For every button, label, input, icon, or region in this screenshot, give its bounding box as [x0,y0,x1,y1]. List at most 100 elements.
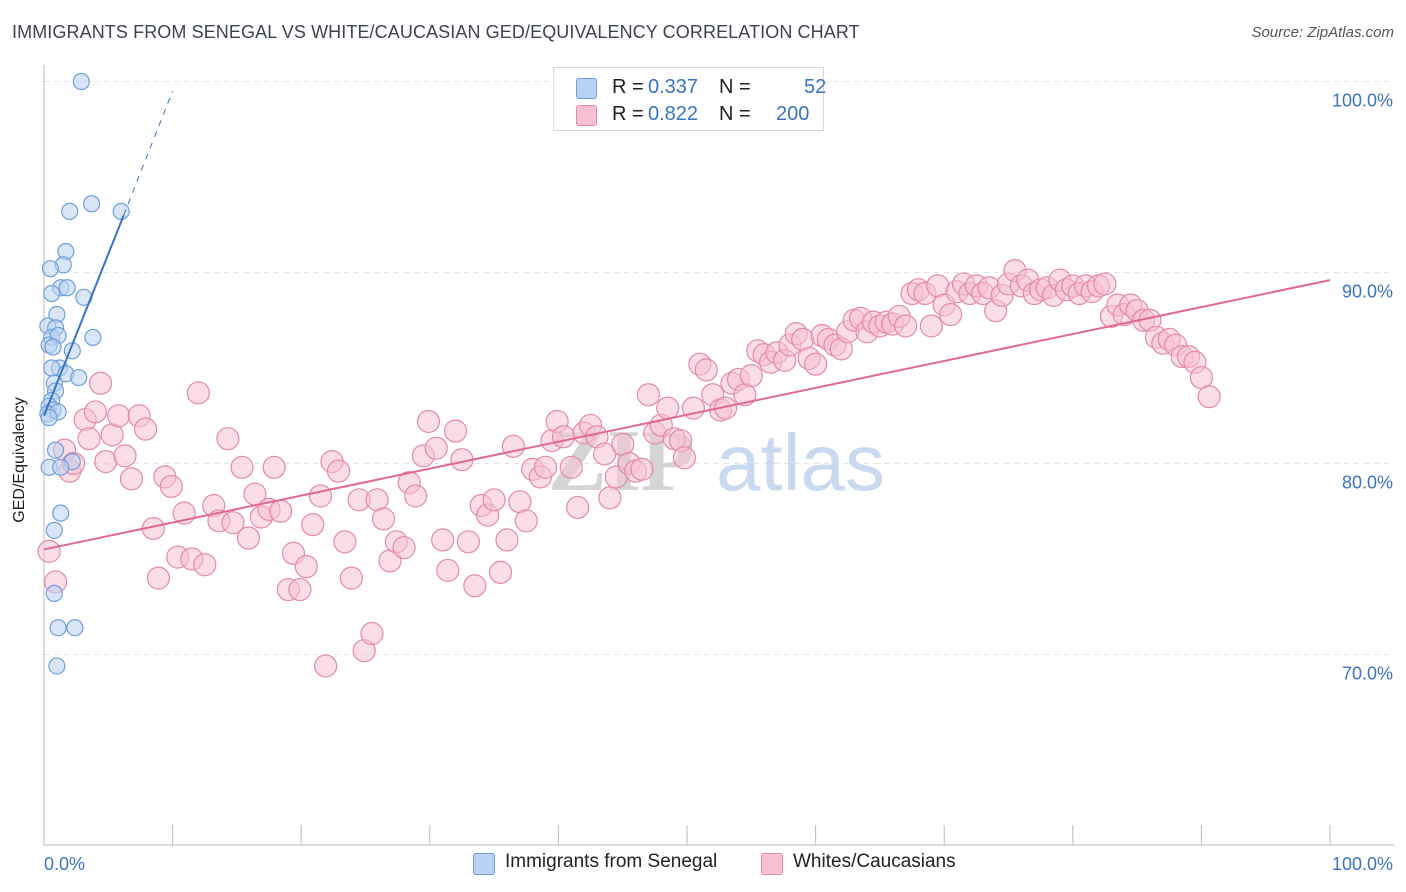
axes [43,65,1394,846]
whites-caucasians-point [371,507,396,531]
legend-n-value: 200 [776,103,810,125]
whites-caucasians-point [482,488,506,512]
x-tick-label-max: 100.0% [1332,854,1393,874]
whites-caucasians-point [1093,272,1117,296]
whites-caucasians-point [514,509,538,533]
whites-caucasians-point [186,381,210,405]
whites-caucasians-point [133,417,158,441]
whites-caucasians-point [533,455,558,479]
senegal-point [112,202,130,220]
senegal-point [45,521,63,539]
senegal-point [66,619,84,637]
whites-caucasians-point [88,371,113,395]
whites-trend-line [43,279,1331,551]
senegal-point [41,260,60,278]
whites-caucasians-point [221,511,245,535]
senegal-point [52,458,70,476]
whites-caucasians-point [113,444,137,468]
senegal-point [82,195,101,213]
whites-caucasians-point [488,560,513,584]
whites-caucasians-point [443,419,468,443]
whites-caucasians-point [146,566,171,590]
whites-caucasians-point [269,499,293,523]
whites-caucasians-point [119,467,144,491]
y-tick-label: 70.0% [1342,664,1393,684]
bottom-legend-swatch-whites [761,853,783,875]
whites-caucasians-point [294,555,318,579]
whites-caucasians-point [919,314,943,338]
whites-caucasians-point [159,474,183,499]
legend-r-value: 0.337 [648,76,699,98]
whites-caucasians-point [262,455,286,479]
y-tick-label: 90.0% [1342,282,1393,302]
whites-caucasians-point [314,654,338,678]
legend-n-value: 52 [804,76,827,98]
whites-caucasians-points [37,258,1221,678]
whites-caucasians-point [360,621,384,646]
whites-caucasians-point [230,455,254,479]
legend-r-label: R = [612,76,644,98]
whites-caucasians-point [939,302,963,327]
source-label: Source: ZipAtlas.com [1251,24,1394,41]
whites-caucasians-point [77,427,101,451]
whites-caucasians-point [672,446,697,470]
senegal-trend-extension [123,90,174,216]
senegal-point [45,584,63,602]
senegal-point [61,202,79,220]
trend-lines [43,90,1331,551]
correlation-legend: R = 0.337 N = 52 R = 0.822 N = 200 [553,67,827,131]
whites-caucasians-point [404,484,428,508]
bottom-legend-swatch-senegal [473,853,495,875]
senegal-point [52,504,70,522]
whites-caucasians-point [598,486,622,510]
whites-caucasians-point [559,455,583,479]
whites-caucasians-point [94,449,118,474]
senegal-point [72,72,90,91]
whites-caucasians-point [456,530,480,554]
legend-r-value: 0.822 [648,103,699,125]
whites-caucasians-point [392,535,416,560]
whites-caucasians-point [656,396,680,420]
senegal-point [40,409,58,427]
whites-caucasians-point [333,530,357,554]
whites-caucasians-point [308,484,333,508]
legend-n-label: N = [719,103,751,125]
whites-caucasians-point [216,427,240,451]
whites-caucasians-point [416,409,441,434]
whites-caucasians-point [1197,385,1221,409]
whites-caucasians-point [803,352,828,376]
legend-n-label: N = [719,76,751,98]
whites-caucasians-point [894,314,918,338]
whites-caucasians-point [106,404,131,428]
y-tick-label: 100.0% [1332,91,1393,111]
x-tick-label-min: 0.0% [44,854,85,874]
whites-caucasians-point [431,528,455,552]
senegal-point [43,284,61,303]
senegal-point [49,619,67,637]
whites-caucasians-point [301,513,325,537]
whites-caucasians-point [630,457,654,481]
legend-swatch-whites [576,105,597,126]
whites-caucasians-point [288,577,312,602]
whites-caucasians-point [739,364,763,388]
senegal-trend-line [43,214,125,417]
whites-caucasians-point [495,528,519,552]
watermark-atlas: atlas [716,418,885,507]
bottom-legend-label-senegal: Immigrants from Senegal [505,851,718,872]
senegal-point [58,279,76,297]
legend-swatch-senegal [576,78,597,99]
chart-title: IMMIGRANTS FROM SENEGAL VS WHITE/CAUCASI… [12,22,860,42]
whites-caucasians-point [593,442,617,466]
bottom-legend-label-whites: Whites/Caucasians [793,851,956,872]
senegal-point [70,368,88,387]
whites-caucasians-point [339,566,363,590]
whites-caucasians-point [463,574,487,598]
senegal-point [48,657,66,675]
senegal-point [84,328,102,347]
whites-caucasians-point [326,459,351,483]
legend-r-label: R = [612,103,644,125]
whites-caucasians-point [636,383,661,407]
whites-caucasians-point [436,558,460,583]
senegal-point [46,441,65,459]
